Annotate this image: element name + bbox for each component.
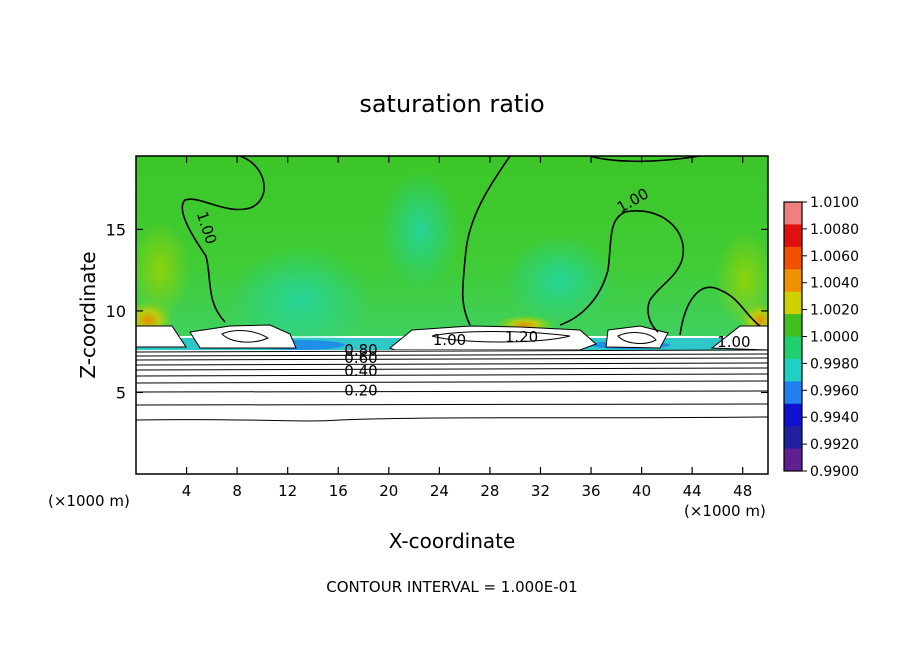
- x-unit-right: (×1000 m): [684, 502, 766, 520]
- colorbar: 1.0100 1.0080 1.0060 1.0040 1.0020 1.0000 0.99…: [783, 195, 859, 480]
- cyan-patch: [505, 235, 615, 325]
- x-tick-label: 48: [733, 482, 752, 500]
- x-tick-label: 44: [683, 482, 702, 500]
- colorbar-label: 1.0040: [810, 276, 859, 292]
- colorbar-swatch: [784, 246, 802, 270]
- x-tick-label: 32: [531, 482, 550, 500]
- cyan-patch: [380, 170, 460, 290]
- x-tick-label: 20: [379, 482, 398, 500]
- contour-inner: [617, 332, 657, 344]
- colorbar-swatch: [784, 291, 802, 315]
- x-tick-label: 12: [278, 482, 297, 500]
- x-tick-label: 40: [632, 482, 651, 500]
- contour-label: 1.00: [717, 333, 750, 351]
- contour-label: 1.20: [505, 328, 538, 346]
- x-axis-label: X-coordinate: [389, 529, 516, 553]
- y-tick-label: 15: [106, 220, 126, 239]
- supersaturated-region: [389, 325, 597, 351]
- colorbar-swatch: [784, 336, 802, 360]
- contour-1.00: [589, 156, 701, 163]
- colorbar-label: 1.0020: [810, 303, 859, 319]
- colorbar-label: 1.0100: [810, 195, 859, 211]
- contour-inner: [221, 330, 270, 343]
- horizontal-contours: [136, 349, 768, 422]
- contour-label: 0.40: [344, 362, 377, 380]
- contour-1.00: [461, 156, 511, 326]
- colorbar-swatch: [784, 269, 802, 293]
- subsaturated-region: [136, 350, 768, 474]
- x-tick-label: 4: [182, 482, 192, 500]
- contour-interval-note: CONTOUR INTERVAL = 1.000E-01: [326, 578, 577, 596]
- y-axis-label: Z-coordinate: [76, 251, 100, 378]
- y-axis: 5 10 15: [106, 220, 768, 402]
- supersaturated-region: [710, 325, 768, 351]
- chart-title: saturation ratio: [359, 90, 544, 118]
- plot-area: [136, 156, 768, 474]
- colorbar-label: 0.9900: [810, 464, 859, 480]
- colorbar-swatch: [784, 202, 802, 225]
- colorbar-swatch: [784, 426, 802, 449]
- contour-inner: [431, 331, 571, 343]
- contour-1.00: [559, 210, 685, 333]
- supersaturated-region: [605, 325, 669, 349]
- colorbar-swatch: [784, 358, 802, 382]
- x-tick-label: 28: [480, 482, 499, 500]
- contour-1.00: [679, 286, 761, 336]
- colorbar-label: 0.9980: [810, 356, 859, 372]
- contour-label: 0.60: [344, 349, 377, 367]
- supersaturated-region: [136, 325, 187, 348]
- y-tick-label: 5: [116, 383, 126, 402]
- x-tick-label: 8: [232, 482, 242, 500]
- colorbar-label: 1.0060: [810, 249, 859, 265]
- colorbar-swatch: [784, 381, 802, 405]
- contour-1.00: [181, 156, 265, 323]
- y-tick-label: 10: [106, 302, 126, 321]
- colorbar-label: 0.9940: [810, 410, 859, 426]
- colorbar-label: 1.0000: [810, 330, 859, 346]
- plot-frame: [135, 155, 769, 475]
- colorbar-swatch: [784, 224, 802, 248]
- colorbar-swatch: [784, 314, 802, 337]
- colorbar-label: 0.9920: [810, 437, 859, 453]
- yellow-patch: [136, 220, 190, 320]
- x-tick-label: 24: [430, 482, 449, 500]
- contour-label: 0.80: [344, 341, 377, 359]
- x-unit-left: (×1000 m): [48, 492, 130, 510]
- colorbar-swatch: [784, 403, 802, 427]
- x-tick-label: 16: [329, 482, 348, 500]
- colorbar-label: 1.0080: [810, 222, 859, 238]
- colorbar-label: 0.9960: [810, 383, 859, 399]
- colorbar-swatch: [784, 448, 802, 472]
- contour-label: 1.00: [433, 331, 466, 349]
- x-axis: 4 8 12 16 20 24 28 32 36 40 44 48: [182, 156, 752, 500]
- supersaturated-region: [189, 324, 297, 349]
- x-tick-label: 36: [581, 482, 600, 500]
- contour-label: 0.20: [344, 382, 377, 400]
